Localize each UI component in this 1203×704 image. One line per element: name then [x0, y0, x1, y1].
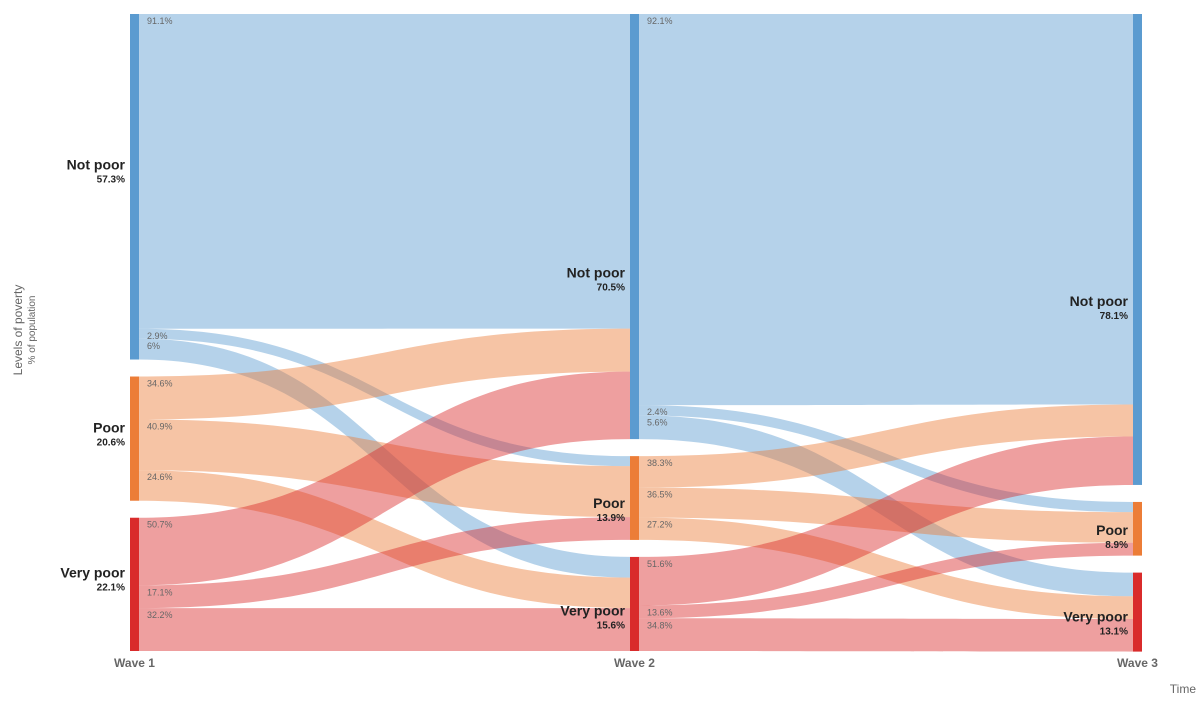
node-share-3-poor: 8.9% — [1105, 540, 1128, 551]
node-share-3-not-poor: 78.1% — [1100, 311, 1128, 322]
node-1-very-poor — [130, 517, 139, 651]
flow-label-2-poor-3: 27.2% — [647, 520, 673, 530]
flow-2-poor-to-poor — [639, 487, 1133, 543]
node-1-poor — [130, 376, 139, 501]
stage-label-1: Wave 1 — [114, 656, 155, 670]
node-2-very-poor — [630, 556, 639, 651]
flow-label-1-poor-1: 34.6% — [147, 379, 173, 389]
flow-2-very-poor-to-poor — [639, 542, 1133, 619]
node-name-3-not-poor: Not poor — [1070, 293, 1129, 309]
node-name-1-poor: Poor — [93, 419, 125, 435]
flow-label-1-not-poor-3: 6% — [147, 341, 160, 351]
flow-label-2-poor-1: 38.3% — [647, 458, 673, 468]
flow-label-1-very-poor-1: 50.7% — [147, 520, 173, 530]
flow-label-1-not-poor-1: 91.1% — [147, 16, 173, 26]
flow-label-2-very-poor-3: 34.8% — [647, 620, 673, 630]
flow-label-1-very-poor-2: 17.1% — [147, 587, 173, 597]
flow-2-poor-to-not-poor — [639, 404, 1133, 488]
flow-2-not-poor-to-not-poor — [639, 14, 1133, 406]
flow-1-not-poor-to-very-poor — [139, 338, 630, 578]
node-layer — [130, 14, 1142, 652]
flow-label-1-not-poor-2: 2.9% — [147, 331, 168, 341]
node-name-3-poor: Poor — [1096, 522, 1128, 538]
flow-label-2-not-poor-2: 2.4% — [647, 407, 668, 417]
flow-1-not-poor-to-not-poor — [139, 14, 630, 329]
flow-1-poor-to-poor — [139, 419, 630, 518]
flow-1-very-poor-to-very-poor — [139, 608, 630, 651]
node-share-2-poor: 13.9% — [597, 513, 625, 524]
node-share-1-not-poor: 57.3% — [97, 174, 125, 185]
node-name-1-not-poor: Not poor — [67, 156, 126, 172]
stage-label-3: Wave 3 — [1117, 656, 1158, 670]
flow-label-1-very-poor-3: 32.2% — [147, 610, 173, 620]
node-3-not-poor — [1133, 14, 1142, 485]
flow-label-1-poor-3: 24.6% — [147, 472, 173, 482]
flow-1-very-poor-to-not-poor — [139, 371, 630, 586]
flow-2-very-poor-to-not-poor — [639, 436, 1133, 606]
node-share-3-very-poor: 13.1% — [1100, 627, 1128, 638]
node-name-2-very-poor: Very poor — [560, 602, 625, 618]
node-share-2-not-poor: 70.5% — [597, 283, 625, 294]
flow-2-not-poor-to-very-poor — [639, 415, 1133, 597]
x-axis-label: Time — [1170, 682, 1197, 696]
flow-label-2-not-poor-3: 5.6% — [647, 417, 668, 427]
node-2-not-poor — [630, 14, 639, 440]
y-axis-sublabel: % of population — [27, 296, 38, 365]
label-layer: 91.1% 2.9%6% 34.6% 40.9% 24.6% 50.7% 17.1% 32.2… — [60, 16, 1158, 670]
node-1-not-poor — [130, 14, 139, 360]
node-share-2-very-poor: 15.6% — [597, 620, 625, 631]
flow-1-poor-to-not-poor — [139, 328, 630, 420]
flow-1-very-poor-to-poor — [139, 517, 630, 609]
y-axis-label: Levels of poverty — [11, 285, 25, 376]
flow-label-2-very-poor-1: 51.6% — [647, 559, 673, 569]
flow-2-not-poor-to-poor — [639, 405, 1133, 513]
flow-label-2-very-poor-2: 13.6% — [647, 607, 673, 617]
flow-label-1-poor-2: 40.9% — [147, 421, 173, 431]
flow-2-very-poor-to-very-poor — [639, 618, 1133, 652]
flow-1-not-poor-to-poor — [139, 328, 630, 467]
flow-label-2-poor-2: 36.5% — [647, 490, 673, 500]
flow-1-poor-to-very-poor — [139, 470, 630, 609]
node-name-2-not-poor: Not poor — [567, 265, 626, 281]
node-name-3-very-poor: Very poor — [1063, 609, 1128, 625]
node-name-2-poor: Poor — [593, 495, 625, 511]
flow-layer — [139, 14, 1133, 652]
node-2-poor — [630, 456, 639, 540]
node-3-poor — [1133, 501, 1142, 556]
node-3-very-poor — [1133, 572, 1142, 652]
flow-label-2-not-poor-1: 92.1% — [647, 16, 673, 26]
node-share-1-very-poor: 22.1% — [97, 583, 125, 594]
node-share-1-poor: 20.6% — [97, 437, 125, 448]
stage-label-2: Wave 2 — [614, 656, 655, 670]
node-name-1-very-poor: Very poor — [60, 565, 125, 581]
flow-2-poor-to-very-poor — [639, 517, 1133, 620]
